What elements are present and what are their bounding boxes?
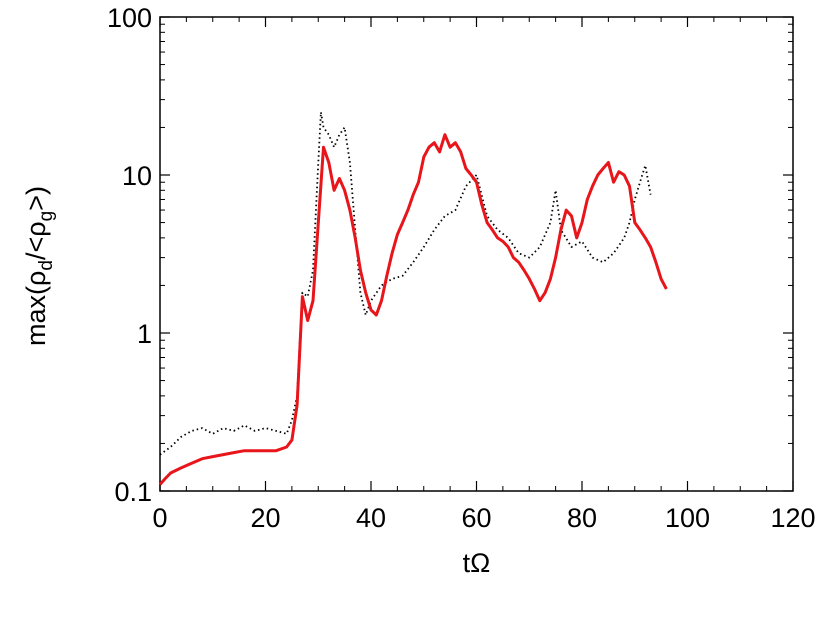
y-axis-label-sub1: d: [36, 260, 57, 271]
x-tick-label: 60: [461, 503, 491, 533]
x-tick-label: 100: [665, 503, 710, 533]
series-line-2-solid: [158, 133, 668, 486]
y-tick-label: 1: [137, 319, 152, 349]
plot-frame: [159, 16, 794, 492]
series: [158, 111, 668, 486]
y-tick-label: 10: [122, 161, 152, 191]
y-axis-label: max(ρd/<ρg>): [21, 186, 57, 346]
series-line-1-dotted: [159, 111, 652, 456]
x-tick-label: 120: [770, 503, 815, 533]
y-axis-label-prefix: max(ρ: [21, 271, 51, 346]
y-axis-label-suffix: >): [21, 186, 51, 211]
y-tick-label: 100: [107, 3, 152, 33]
y-axis-label-sub2: g: [36, 211, 57, 222]
y-axis-label-middle: /<ρ: [21, 221, 51, 260]
x-tick-label: 0: [152, 503, 167, 533]
x-axis-label: tΩ: [463, 548, 491, 578]
ticks: [159, 16, 794, 492]
tick-labels: 0 20 40 60 80 100 120 0.1 1 10 100: [107, 3, 816, 533]
y-tick-label: 0.1: [114, 477, 152, 507]
x-tick-label: 20: [250, 503, 280, 533]
x-tick-label: 80: [567, 503, 597, 533]
x-tick-label: 40: [356, 503, 386, 533]
